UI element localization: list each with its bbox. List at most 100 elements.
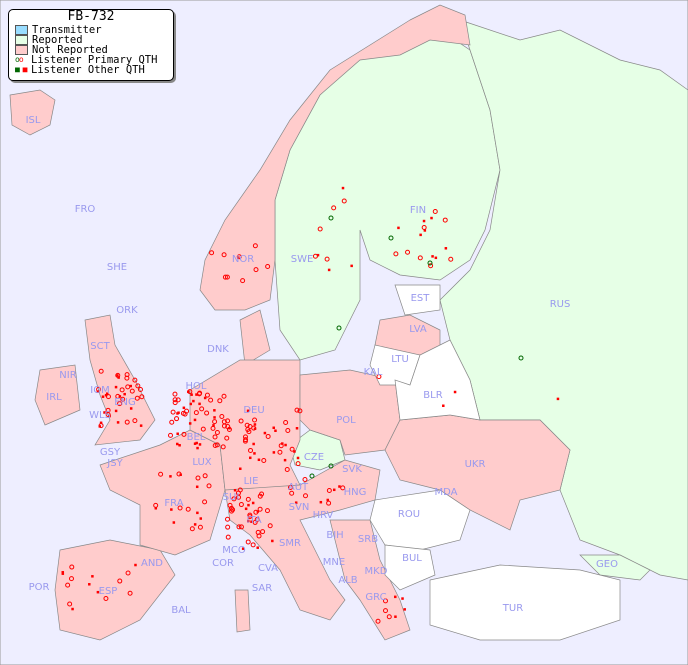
- listener-other-marker: [116, 421, 120, 424]
- listener-primary-marker: [386, 614, 392, 620]
- listener-other-marker: [199, 517, 203, 520]
- listener-other-marker: [192, 399, 195, 403]
- no-data-regions: [369, 284, 621, 641]
- country-label-aut: AUT: [288, 482, 309, 493]
- listener-other-marker: [252, 442, 255, 446]
- listener-other-marker: [61, 572, 65, 575]
- listener-primary-marker: [69, 564, 75, 570]
- listener-other-marker: [423, 229, 427, 232]
- listener-primary-marker: [256, 533, 262, 539]
- listener-primary-marker: [428, 263, 434, 269]
- region-pol: [299, 369, 401, 456]
- listener-other-marker: [246, 409, 250, 413]
- listener-primary-marker: [259, 491, 265, 497]
- listener-primary-marker: [135, 383, 141, 389]
- listener-primary-marker: [197, 524, 203, 530]
- listener-other-marker: [195, 485, 199, 489]
- country-label-gsy: GSY: [100, 447, 121, 458]
- listener-other-marker: [117, 376, 120, 379]
- listener-primary-marker: [224, 274, 230, 280]
- listener-other-marker: [196, 511, 199, 515]
- listener-primary-marker: [250, 542, 256, 548]
- listener-primary-marker: [195, 475, 201, 481]
- country-label-sct: SCT: [90, 341, 110, 352]
- listener-primary-marker-reported: [388, 235, 394, 241]
- listener-primary-marker: [217, 398, 223, 404]
- listener-primary-marker: [247, 424, 253, 430]
- listener-primary-marker: [264, 508, 270, 514]
- listener-other-marker: [104, 393, 108, 397]
- country-label-bul: BUL: [402, 553, 422, 564]
- listener-primary-marker: [132, 377, 138, 383]
- listener-other-marker: [182, 406, 186, 410]
- square-marker-icon: ■ ■: [15, 65, 27, 74]
- listener-other-marker: [249, 456, 252, 460]
- listener-primary-marker: [393, 251, 399, 257]
- legend-label: Listener Primary QTH: [31, 54, 158, 66]
- listener-primary-marker: [65, 582, 71, 588]
- listener-primary-marker: [221, 393, 227, 399]
- listener-other-marker: [195, 441, 198, 445]
- listener-primary-marker: [193, 410, 199, 416]
- listener-primary-marker: [297, 408, 303, 414]
- listener-primary-marker: [448, 256, 454, 262]
- listener-other-marker: [172, 521, 176, 524]
- country-label-srb: SRB: [358, 534, 378, 545]
- country-label-bel: BEL: [187, 432, 206, 443]
- listener-other-marker: [350, 264, 353, 268]
- country-label-rus: RUS: [550, 299, 571, 310]
- listener-primary-marker: [312, 253, 318, 259]
- country-label-cva: CVA: [258, 563, 278, 574]
- country-label-rou: ROU: [398, 509, 420, 520]
- listener-primary-marker: [238, 524, 244, 530]
- listener-other-marker: [101, 395, 105, 398]
- listener-primary-marker: [225, 534, 231, 540]
- listener-other-marker: [196, 446, 199, 450]
- legend-label: Not Reported: [32, 44, 108, 56]
- listener-primary-marker: [225, 418, 231, 424]
- region-isl: [9, 89, 56, 136]
- listener-other-marker: [170, 508, 173, 511]
- listener-primary-marker: [169, 419, 175, 425]
- legend-title: FB-732: [67, 9, 115, 24]
- listener-other-marker: [453, 390, 457, 394]
- listener-primary-marker: [206, 483, 212, 489]
- reported-regions: [274, 19, 688, 581]
- country-label-nor: NOR: [232, 254, 254, 265]
- listener-primary-marker: [225, 516, 231, 522]
- listener-primary-marker: [277, 449, 283, 455]
- listener-other-marker: [251, 501, 255, 505]
- listener-primary-marker: [67, 601, 73, 607]
- country-label-cor: COR: [212, 558, 234, 569]
- region-blr: [394, 339, 481, 421]
- country-label-deu: DEU: [243, 405, 264, 416]
- listener-other-marker: [341, 186, 345, 190]
- region-balkans: [329, 519, 411, 641]
- listener-other-marker: [61, 571, 65, 574]
- listener-primary-marker: [294, 407, 300, 413]
- listener-primary-marker: [124, 419, 130, 425]
- region-rou: [369, 489, 471, 551]
- listener-primary-marker: [252, 243, 258, 249]
- country-label-hol: HOL: [186, 381, 207, 392]
- listener-other-marker: [237, 256, 240, 259]
- listener-primary-marker: [302, 476, 308, 482]
- listener-other-marker: [271, 539, 274, 543]
- listener-other-marker: [116, 374, 119, 377]
- listener-primary-marker: [124, 375, 130, 381]
- listener-primary-marker: [177, 505, 183, 511]
- listener-other-marker: [105, 392, 109, 395]
- legend-not-reported: Not Reported: [9, 45, 173, 55]
- region-sar: [234, 589, 251, 633]
- listener-primary-marker: [238, 418, 244, 424]
- legend-label: Reported: [32, 34, 83, 46]
- listener-other-marker: [247, 503, 250, 507]
- country-label-jsy: JSY: [106, 458, 123, 469]
- country-label-bal: BAL: [171, 605, 191, 616]
- listener-primary-marker: [208, 397, 214, 403]
- listener-primary-marker-reported: [309, 473, 315, 479]
- listener-primary-marker: [180, 410, 186, 416]
- country-label-grc: GRC: [365, 592, 386, 603]
- listener-primary-marker: [432, 208, 438, 214]
